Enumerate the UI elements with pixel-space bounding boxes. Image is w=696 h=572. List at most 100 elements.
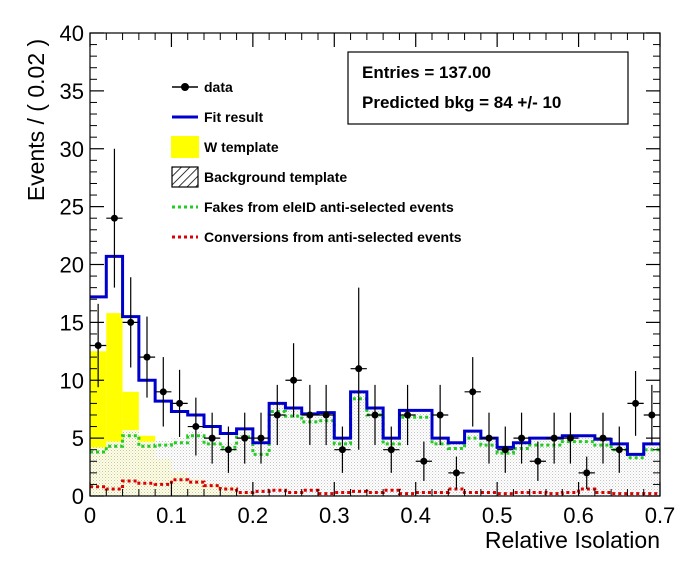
data-point-marker: [241, 434, 249, 442]
data-point: [562, 412, 579, 464]
data-point: [627, 370, 644, 436]
data-point: [497, 426, 514, 473]
data-point-marker: [485, 434, 493, 442]
y-tick-label: 10: [60, 368, 84, 393]
data-point-marker: [94, 342, 102, 350]
data-point-marker: [176, 399, 184, 407]
data-point-marker: [208, 434, 216, 442]
y-tick-label: 35: [60, 79, 84, 104]
data-point: [269, 384, 286, 446]
data-point: [171, 369, 188, 437]
data-point-marker: [338, 446, 346, 454]
background-template-bar: [155, 440, 172, 496]
data-point: [513, 412, 530, 464]
data-point-marker: [420, 457, 428, 465]
data-points-layer: [90, 148, 660, 490]
background-template-bar: [269, 404, 286, 496]
legend: data Fit result W template Background te…: [171, 79, 462, 245]
data-point-marker: [404, 411, 412, 419]
background-template-bar: [627, 455, 644, 496]
data-point-marker: [257, 434, 265, 442]
data-point: [220, 426, 237, 473]
data-point-marker: [355, 365, 363, 373]
y-tick-label: 40: [60, 21, 84, 46]
x-tick-label: 0.7: [645, 503, 676, 528]
stats-box-frame: [347, 51, 629, 125]
x-tick-label: 0.6: [563, 503, 594, 528]
x-tick-label: 0.5: [482, 503, 513, 528]
data-point-marker: [143, 353, 151, 361]
data-point-marker: [469, 388, 477, 396]
data-point-marker: [127, 318, 135, 326]
y-tick-label: 30: [60, 137, 84, 162]
data-point-marker: [192, 423, 200, 431]
background-template-layer: [90, 392, 660, 496]
legend-entry-fit: Fit result: [172, 109, 263, 125]
data-point: [122, 277, 139, 368]
stats-predicted-bkg: Predicted bkg = 84 +/- 10: [362, 93, 561, 112]
y-tick-label: 15: [60, 310, 84, 335]
axes-layer: 0 0.1 0.2 0.3 0.4 0.5 0.6 0.7 0 5 10 15 20 25 30 35 40: [60, 21, 676, 528]
legend-swatch-bkg: [171, 166, 199, 188]
data-point: [301, 384, 318, 446]
data-point: [480, 412, 498, 464]
data-point-marker: [290, 376, 298, 384]
data-point-marker: [518, 434, 526, 442]
background-template-bar: [204, 439, 221, 496]
legend-entry-conv: Conversions from anti-selected events: [172, 229, 462, 245]
x-tick-label: 0.3: [319, 503, 350, 528]
background-template-bar: [106, 441, 123, 496]
background-template-bar: [594, 440, 612, 496]
data-point-marker: [632, 399, 640, 407]
stats-box: Entries = 137.00 Predicted bkg = 84 +/- …: [347, 51, 629, 125]
data-point-marker: [615, 446, 623, 454]
data-point-marker: [159, 388, 167, 396]
conversions-layer: [90, 478, 660, 496]
x-tick-label: 0: [84, 503, 96, 528]
data-point-marker: [436, 411, 444, 419]
x-tick-label: 0.1: [156, 503, 187, 528]
data-point-marker: [648, 411, 656, 419]
data-point: [529, 441, 546, 481]
x-axis-title: Relative Isolation: [485, 527, 660, 553]
data-point: [464, 357, 481, 427]
legend-label-data: data: [204, 79, 233, 95]
data-point: [350, 287, 367, 450]
data-point: [204, 412, 221, 464]
background-template-bar: [301, 414, 318, 496]
data-point-marker: [110, 214, 118, 222]
data-point: [415, 441, 432, 481]
data-point: [106, 148, 123, 288]
x-tick-label: 0.4: [400, 503, 431, 528]
stats-entries: Entries = 137.00: [362, 63, 491, 82]
data-point: [366, 384, 384, 446]
data-point: [448, 456, 465, 490]
data-point-marker: [224, 446, 232, 454]
background-template-bar: [187, 431, 204, 496]
background-template-bar: [138, 441, 156, 496]
data-point-marker: [599, 434, 607, 442]
background-template-bar: [122, 430, 139, 496]
data-point: [318, 384, 335, 446]
legend-entry-fakes: Fakes from eleID anti-selected events: [172, 199, 454, 215]
x-tick-label: 0.2: [238, 503, 269, 528]
y-tick-label: 20: [60, 253, 84, 278]
legend-label-fakes: Fakes from eleID anti-selected events: [204, 199, 454, 215]
y-tick-label: 5: [72, 426, 84, 451]
background-template-bar: [562, 436, 579, 496]
data-point: [252, 412, 270, 464]
data-point-marker: [306, 411, 314, 419]
data-point-marker: [566, 434, 574, 442]
background-template-bar: [432, 439, 449, 496]
y-axis-title: Events / ( 0.02 ): [23, 39, 49, 201]
legend-label-bkg: Background template: [204, 169, 347, 185]
background-template-bar: [90, 447, 107, 496]
background-template-bar: [285, 409, 302, 496]
data-point-marker: [322, 411, 330, 419]
legend-entry-data: data: [172, 79, 233, 95]
legend-entry-bkg: Background template: [171, 166, 347, 188]
background-template-bar: [480, 439, 498, 496]
data-point: [594, 412, 612, 464]
data-point-marker: [371, 411, 379, 419]
